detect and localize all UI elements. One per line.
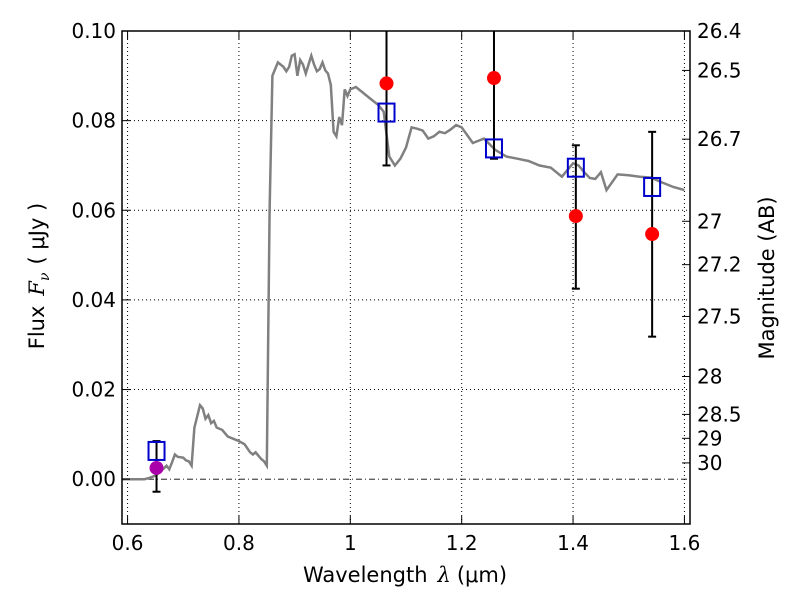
x-axis-unit: (μm) (457, 563, 507, 587)
observed-points (149, 71, 660, 475)
y-tick-label: 0.10 (71, 19, 116, 43)
x-tick-labels: 0.6 0.8 1 1.2 1.4 1.6 (112, 531, 701, 555)
detection-point (486, 71, 501, 86)
y2-tick-label: 27 (697, 209, 722, 233)
model-band-square (147, 440, 166, 461)
x-tick-label: 1.2 (446, 531, 478, 555)
detection-point (379, 76, 394, 91)
x-tick-label: 0.6 (112, 531, 144, 555)
y2-axis-label: Magnitude (AB) (755, 196, 779, 359)
axis-ticks (122, 30, 690, 524)
y-tick-labels: 0.00 0.02 0.04 0.06 0.08 0.10 (71, 19, 116, 491)
x-axis-label: Wavelength λ (μm) (303, 563, 507, 587)
x-tick-label: 1 (344, 531, 357, 555)
plot-frame (121, 30, 691, 525)
y-tick-label: 0.04 (71, 288, 116, 312)
y2-tick-label: 27.2 (697, 253, 742, 277)
detection-point (645, 227, 660, 242)
y2-tick-label: 30 (697, 451, 722, 475)
grid (122, 31, 690, 524)
y-axis-unit: ( μJy ) (25, 203, 49, 265)
y2-tick-label: 27.5 (697, 304, 742, 328)
x-axis-symbol: λ (437, 563, 451, 587)
y2-tick-label: 26.5 (697, 58, 742, 82)
non-detection-point (149, 460, 164, 475)
model-band-square (377, 102, 396, 123)
y-axis-label: Flux Fν ( μJy ) (25, 203, 53, 349)
x-tick-label: 1.6 (669, 531, 701, 555)
y-tick-label: 0.08 (71, 109, 116, 133)
model-band-square (566, 157, 585, 178)
model-band-square (484, 138, 503, 159)
y2-tick-label: 26.4 (697, 19, 742, 43)
y2-tick-label: 28.5 (697, 402, 742, 426)
y2-tick-label: 28 (697, 365, 722, 389)
y2-tick-label: 29 (697, 426, 722, 450)
y-tick-label: 0.00 (71, 467, 116, 491)
y-axis-symbol: F (25, 280, 49, 297)
y-tick-label: 0.02 (71, 378, 116, 402)
x-tick-label: 1.4 (557, 531, 589, 555)
model-band-squares (147, 102, 662, 461)
model-band-square (643, 176, 662, 197)
y-tick-label: 0.06 (71, 198, 116, 222)
y-axis-subscript: ν (37, 272, 53, 281)
y-axis-label-text: Flux (25, 306, 49, 350)
x-tick-label: 0.8 (223, 531, 255, 555)
x-axis-label-text: Wavelength (303, 563, 428, 587)
model-sed-line (122, 51, 685, 481)
detection-point (568, 209, 583, 224)
y2-tick-label: 26.7 (697, 127, 742, 151)
